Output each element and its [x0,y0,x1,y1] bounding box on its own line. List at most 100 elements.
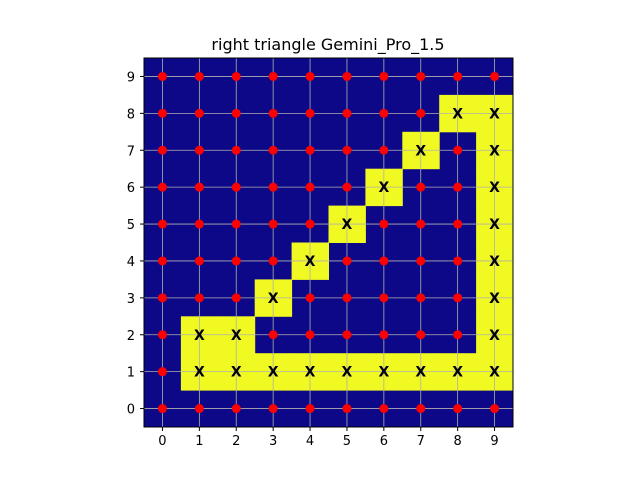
grid-point [379,330,389,340]
x-mark: X [489,291,500,307]
grid-point [268,219,278,229]
grid-point [342,108,352,118]
y-tick-label: 9 [127,70,135,85]
grid-point [231,71,241,81]
grid-point [379,293,389,303]
y-tick-label: 8 [127,107,135,122]
grid-point [268,145,278,155]
axes-frame [143,57,514,428]
grid-point [305,71,315,81]
grid-point [157,293,167,303]
grid-point [157,367,167,377]
x-mark: X [305,254,316,270]
grid-point [379,71,389,81]
y-tick-label: 0 [127,403,135,418]
x-tick-label: 0 [158,434,166,449]
grid-point [453,330,463,340]
grid-point [231,404,241,414]
x-mark: X [489,180,500,196]
grid-point [268,108,278,118]
grid-point [416,330,426,340]
grid-point [342,256,352,266]
grid-point [157,330,167,340]
y-tick-label: 3 [127,292,135,307]
grid-point [490,404,500,414]
grid-point [453,145,463,155]
x-mark: X [268,365,279,381]
chart-title: right triangle Gemini_Pro_1.5 [211,35,444,55]
grid-point [231,219,241,229]
grid-point [379,219,389,229]
grid-point [231,293,241,303]
y-tick-label: 5 [127,218,135,233]
grid-point [379,108,389,118]
grid-point [342,330,352,340]
grid-point [416,219,426,229]
grid-point [194,108,204,118]
x-mark: X [415,365,426,381]
grid-point [453,71,463,81]
x-mark: X [489,254,500,270]
grid-point [268,330,278,340]
grid-point [305,108,315,118]
grid-point [231,108,241,118]
grid-point [157,145,167,155]
grid-point [490,71,500,81]
x-tick-label: 8 [454,434,462,449]
x-mark: X [378,365,389,381]
grid-point [305,145,315,155]
grid-point [231,182,241,192]
x-mark: X [452,365,463,381]
x-mark: X [378,180,389,196]
grid-point [194,145,204,155]
grid-point [416,293,426,303]
grid-point [305,182,315,192]
x-mark: X [231,328,242,344]
grid-point [194,256,204,266]
grid-point [342,182,352,192]
y-tick-label: 6 [127,181,135,196]
grid-point [231,256,241,266]
grid-point [305,404,315,414]
x-tick-label: 9 [490,434,498,449]
grid-point [342,71,352,81]
grid-point [268,71,278,81]
grid-point [379,404,389,414]
x-tick-label: 7 [417,434,425,449]
y-tick-label: 4 [127,255,135,270]
grid-point [416,182,426,192]
x-mark: X [489,365,500,381]
grid-point [194,293,204,303]
x-mark: X [305,365,316,381]
y-tick-label: 1 [127,366,135,381]
x-mark: X [231,365,242,381]
x-mark: X [489,143,500,159]
grid-point [157,404,167,414]
grid-point [379,145,389,155]
grid-point [379,256,389,266]
x-mark: X [194,328,205,344]
grid-point [231,145,241,155]
grid-point [157,256,167,266]
grid-point [342,145,352,155]
grid-point [342,293,352,303]
grid-point [268,256,278,266]
x-mark: X [415,143,426,159]
grid-point [157,182,167,192]
grid-point [305,293,315,303]
grid-point [416,108,426,118]
x-mark: X [342,365,353,381]
grid-point [342,404,352,414]
x-mark: X [194,365,205,381]
x-tick-label: 1 [195,434,203,449]
grid-point [157,108,167,118]
grid-point [453,219,463,229]
x-mark: X [268,291,279,307]
grid-point [268,404,278,414]
grid-point [194,404,204,414]
x-mark: X [452,106,463,122]
grid-point [453,182,463,192]
grid-point [416,256,426,266]
x-mark: X [342,217,353,233]
grid-point [268,182,278,192]
